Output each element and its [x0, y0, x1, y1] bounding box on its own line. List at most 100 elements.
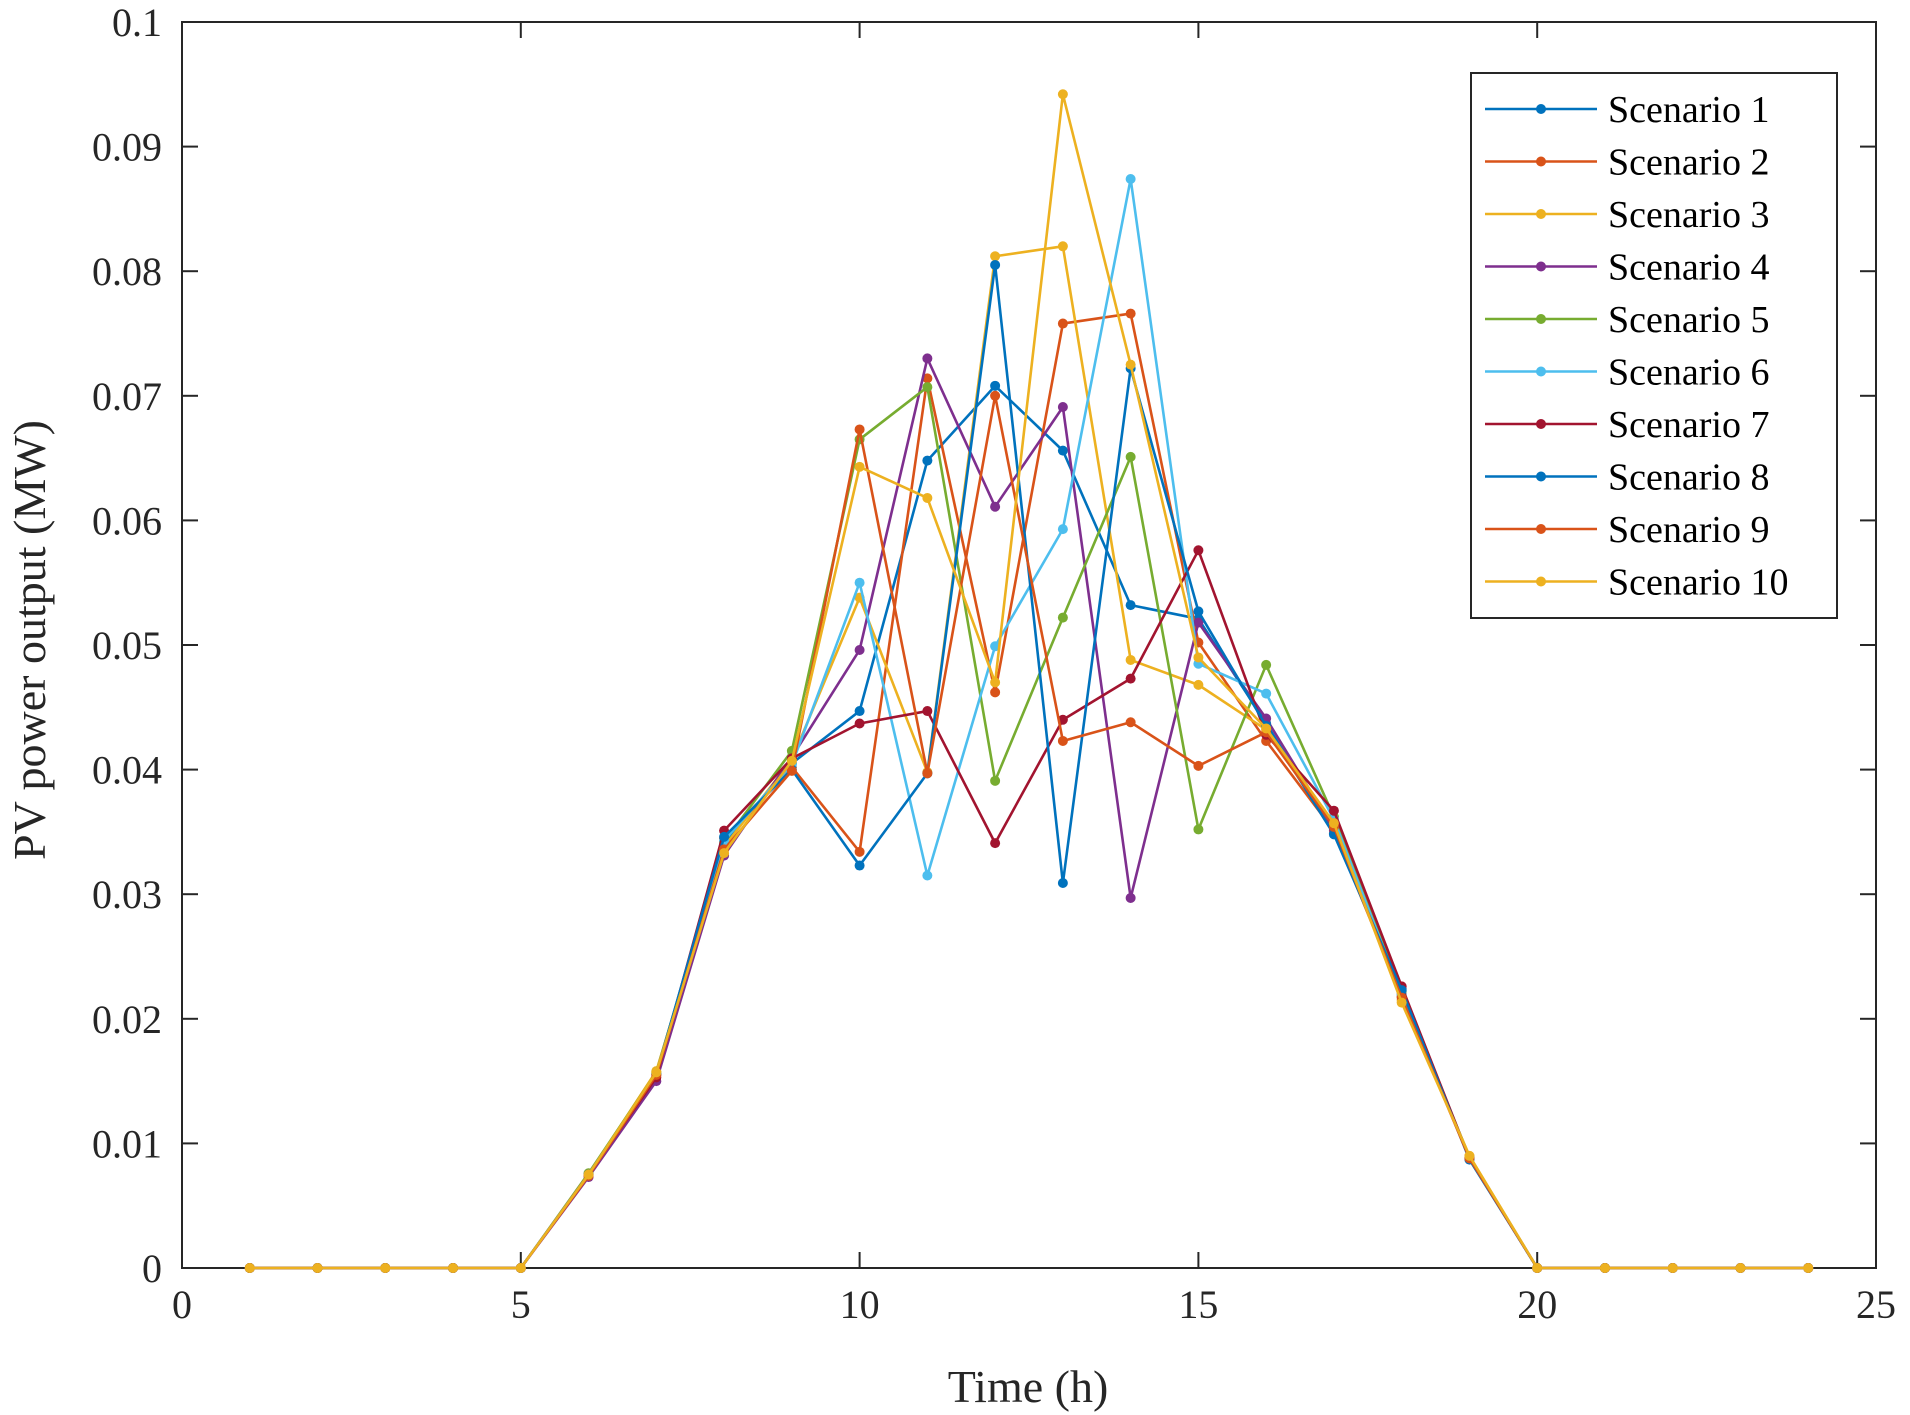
data-point — [380, 1263, 391, 1273]
data-point — [922, 492, 933, 503]
data-point — [1464, 1150, 1475, 1161]
legend-swatch-marker — [1536, 156, 1546, 167]
legend-item: Scenario 3 — [1485, 194, 1769, 236]
data-point — [1057, 89, 1068, 100]
data-point — [515, 1263, 526, 1273]
data-point — [1261, 688, 1272, 699]
data-point — [1261, 659, 1272, 670]
y-tick-label: 0.08 — [92, 249, 162, 294]
data-point — [922, 768, 933, 779]
data-point — [990, 687, 1001, 698]
data-point — [990, 641, 1001, 652]
data-point — [786, 755, 797, 766]
data-point — [1057, 241, 1068, 252]
legend-item: Scenario 7 — [1485, 404, 1769, 446]
legend-item: Scenario 1 — [1485, 89, 1769, 131]
data-point — [854, 846, 865, 857]
data-point — [1599, 1263, 1610, 1273]
data-point — [990, 677, 1001, 688]
legend-item: Scenario 5 — [1485, 299, 1769, 341]
legend-swatch-marker — [1536, 261, 1546, 272]
legend-item: Scenario 4 — [1485, 247, 1769, 289]
legend-label: Scenario 4 — [1608, 247, 1769, 289]
data-point — [448, 1263, 459, 1273]
data-point — [1125, 359, 1136, 370]
legend-label: Scenario 6 — [1608, 352, 1769, 394]
data-point — [1193, 652, 1204, 663]
data-point — [1057, 735, 1068, 746]
legend-label: Scenario 9 — [1608, 509, 1769, 551]
legend-item: Scenario 8 — [1485, 457, 1769, 499]
legend-swatch-marker — [1536, 314, 1546, 324]
data-point — [922, 382, 933, 393]
data-point — [1193, 679, 1204, 690]
data-point — [1057, 877, 1068, 888]
data-point — [719, 848, 730, 859]
legend-label: Scenario 2 — [1608, 142, 1769, 184]
y-tick-label: 0.04 — [92, 748, 162, 793]
data-point — [922, 353, 933, 364]
data-point — [854, 706, 865, 717]
y-tick-label: 0.09 — [92, 125, 162, 170]
y-tick-label: 0.05 — [92, 623, 162, 668]
data-point — [651, 1067, 662, 1078]
data-point — [1667, 1263, 1678, 1273]
data-point — [990, 838, 1001, 849]
data-point — [1803, 1263, 1814, 1273]
data-point — [1735, 1263, 1746, 1273]
data-point — [922, 373, 933, 384]
y-tick-label: 0.01 — [92, 1121, 162, 1166]
y-tick-label: 0.1 — [112, 0, 162, 45]
data-point — [922, 706, 933, 717]
data-point — [854, 718, 865, 729]
data-point — [1125, 654, 1136, 665]
data-point — [1125, 892, 1136, 903]
legend-swatch-marker — [1536, 524, 1546, 534]
data-point — [1125, 451, 1136, 462]
y-axis-title: PV power output (MW) — [4, 420, 55, 860]
data-point — [1532, 1263, 1543, 1273]
data-point — [1125, 173, 1136, 184]
legend-swatch-marker — [1536, 576, 1546, 587]
data-point — [990, 380, 1001, 391]
data-point — [854, 424, 865, 435]
data-point — [1328, 818, 1339, 829]
data-point — [922, 870, 933, 881]
data-point — [1396, 997, 1407, 1008]
data-point — [1193, 617, 1204, 628]
data-point — [922, 455, 933, 466]
legend-swatch-marker — [1536, 366, 1546, 377]
legend-swatch-marker — [1536, 471, 1546, 482]
y-tick-label: 0.03 — [92, 872, 162, 917]
data-point — [990, 501, 1001, 512]
data-point — [1057, 318, 1068, 329]
x-tick-label: 15 — [1178, 1282, 1218, 1327]
legend-swatch-marker — [1536, 104, 1546, 114]
data-point — [1125, 308, 1136, 319]
data-point — [854, 644, 865, 655]
data-point — [854, 577, 865, 588]
x-tick-label: 5 — [511, 1282, 531, 1327]
data-point — [1057, 445, 1068, 456]
legend-item: Scenario 6 — [1485, 352, 1769, 394]
y-axis: 0 0.01 0.02 0.03 0.04 0.05 0.06 0.07 0.08 0.09 0.1 — [92, 0, 1876, 1291]
data-point — [1125, 717, 1136, 728]
data-point — [1193, 545, 1204, 556]
data-point — [244, 1263, 255, 1273]
legend-label: Scenario 8 — [1608, 457, 1769, 499]
legend-label: Scenario 5 — [1608, 299, 1769, 341]
legend-label: Scenario 7 — [1608, 404, 1769, 446]
data-point — [990, 259, 1001, 270]
data-point — [583, 1169, 594, 1180]
series-layer — [244, 89, 1814, 1273]
x-tick-label: 20 — [1517, 1282, 1557, 1327]
series-10 — [244, 89, 1814, 1273]
data-point — [1125, 673, 1136, 684]
data-point — [786, 765, 797, 776]
data-point — [1193, 824, 1204, 835]
data-point — [719, 831, 730, 842]
data-point — [854, 860, 865, 871]
legend-label: Scenario 3 — [1608, 194, 1769, 236]
x-axis: 0 5 10 15 20 25 — [172, 22, 1896, 1327]
